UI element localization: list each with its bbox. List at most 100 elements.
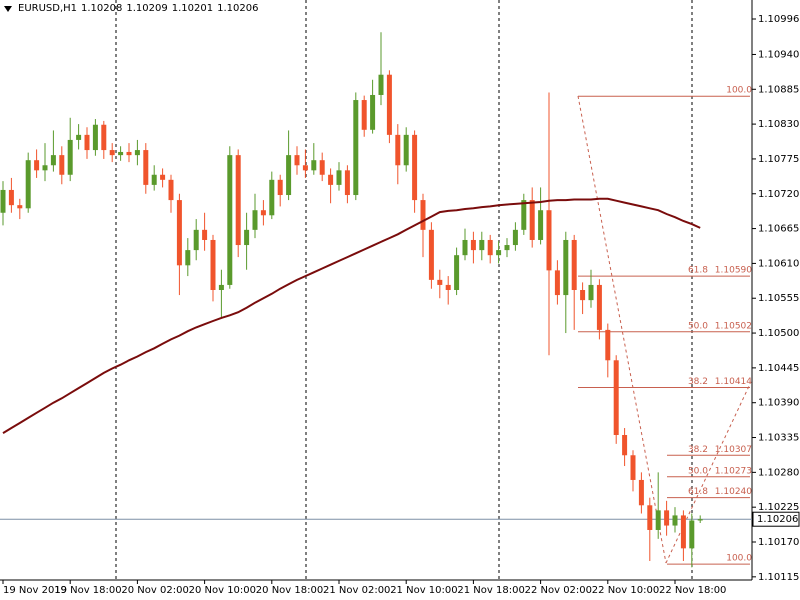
y-tick-label: 1.10115 [758,572,799,583]
candle-body [160,174,166,180]
y-tick-label: 1.10170 [758,537,799,548]
candle-body [689,520,695,549]
candle-body [378,74,384,95]
candle-body [664,510,670,526]
candle-body [151,174,157,185]
y-tick-label: 1.10940 [758,49,799,60]
symbol: EURUSD,H1 [18,3,78,14]
candle-body [361,100,367,130]
chart-header: EURUSD,H1 1.10208 1.10209 1.10201 1.1020… [4,3,258,14]
y-tick-label: 1.10996 [758,14,799,25]
candle-body [428,229,434,280]
candle-body [126,151,132,156]
menu-icon[interactable] [4,5,12,12]
candle-body [462,239,468,256]
x-tick-label: 19 Nov 18:00 [54,585,121,596]
x-tick-label: 20 Nov 10:00 [189,585,256,596]
candle-body [420,200,426,230]
x-tick-label: 20 Nov 02:00 [121,585,188,596]
candle-body [260,210,266,216]
candle-body [571,239,577,290]
candle-body [294,155,300,166]
y-tick-label: 1.10445 [758,363,799,374]
candle-body [25,160,31,209]
fib-level-name: 38.2 [688,377,708,387]
fib-price: 1.10414 [715,377,752,387]
x-tick-label: 22 Nov 02:00 [525,585,592,596]
candle-body [386,74,392,135]
candle-body [109,150,115,156]
candle-body [697,519,703,521]
y-tick-label: 1.10830 [758,119,799,130]
x-tick-label: 19 Nov 2019 [3,585,67,596]
candle-body [680,515,686,549]
candle-body [412,134,418,201]
candle-body [336,170,342,185]
last-price-label: 1.10206 [757,514,798,525]
candle-body [118,151,124,156]
x-tick-label: 20 Nov 18:00 [256,585,323,596]
candle-body [580,290,586,301]
candle-body [168,179,174,201]
fib-price: 1.10307 [715,445,752,455]
candle-body [302,165,308,171]
y-tick-label: 1.10555 [758,293,799,304]
candle-body [286,155,292,196]
candle-body [185,250,191,266]
candle-body [176,200,182,266]
candle-body [134,150,140,156]
fib-level-name: 61.8 [688,487,708,497]
candle-body [101,124,107,151]
candle-body [638,479,644,506]
candle-body [50,155,56,166]
last-price-box [752,511,800,527]
candle-body [8,189,14,206]
moving-average [2,197,701,434]
candle-body [210,239,216,290]
candle-body [655,510,661,530]
x-tick-label: 21 Nov 02:00 [323,585,390,596]
candle-body [672,515,678,526]
candle-body [17,205,23,209]
fib-level-name: 100.0 [726,554,752,564]
fib-price: 1.10273 [715,466,752,476]
quote: 1.10208 [81,3,123,14]
candle-body [59,155,65,175]
candle-body [487,239,493,256]
y-tick-label: 1.10225 [758,502,799,513]
y-tick-label: 1.10720 [758,189,799,200]
y-tick-label: 1.10500 [758,328,799,339]
candle-body [328,174,334,185]
candle-body [512,229,518,246]
fib-trend-line [577,95,667,564]
candle-body [546,210,552,271]
y-tick-label: 1.10775 [758,154,799,165]
candle-body [496,250,502,256]
candle-body [42,165,48,171]
candle-body [538,210,544,240]
candle-body [319,160,325,175]
candle-body [67,139,73,175]
x-tick-label: 22 Nov 10:00 [592,585,659,596]
fib-level-name: 50.0 [688,321,708,331]
candle-body [470,239,476,251]
candle-body [554,270,560,296]
candle-body [370,94,376,130]
candle-body [630,455,636,480]
y-tick-label: 1.10390 [758,398,799,409]
candle-body [277,179,283,196]
candle-body [613,360,619,435]
fib-price: 1.10502 [715,321,752,331]
x-tick-label: 21 Nov 10:00 [390,585,457,596]
quote: 1.10209 [126,3,168,14]
candle-body [76,134,82,140]
candle-body [437,279,443,285]
quote: 1.10206 [217,3,259,14]
candle-body [504,245,510,251]
candle-body [0,189,6,213]
candle-body [202,229,208,240]
candle-body [92,124,98,151]
candle-body [34,160,40,171]
